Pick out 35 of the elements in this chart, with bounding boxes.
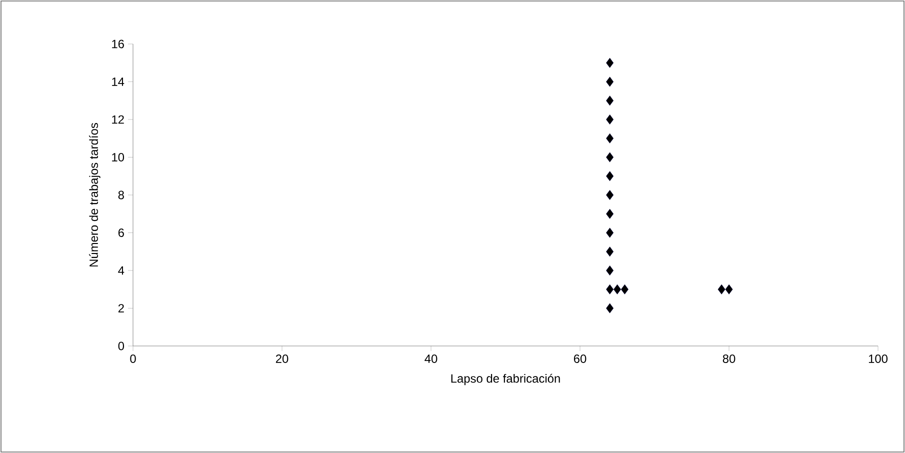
- point: [621, 284, 628, 294]
- x-axis-title: Lapso de fabricación: [451, 374, 560, 386]
- point: [606, 76, 614, 87]
- point: [606, 284, 614, 294]
- point: [606, 266, 614, 276]
- y-tick-label: 4: [118, 266, 124, 275]
- x-tick-label: 100: [868, 354, 888, 363]
- point: [725, 284, 733, 294]
- point: [606, 246, 614, 256]
- y-tick-label: 14: [112, 78, 124, 86]
- point: [606, 171, 614, 181]
- point: [606, 152, 614, 162]
- x-tick-label: 20: [276, 354, 288, 363]
- y-tick-label: 12: [112, 115, 124, 124]
- x-tick-label: 0: [130, 354, 136, 363]
- x-tick-label: 40: [424, 354, 438, 363]
- y-tick-label: 10: [112, 153, 124, 162]
- y-tick-label: 0: [118, 342, 124, 350]
- point: [718, 284, 726, 294]
- y-tick-label: 16: [112, 40, 124, 48]
- point: [606, 96, 614, 106]
- point: [606, 58, 614, 68]
- point: [606, 209, 614, 219]
- x-tick-label: 60: [574, 354, 586, 363]
- y-tick-label: 8: [118, 190, 124, 200]
- x-tick-label: 80: [722, 354, 736, 363]
- point: [606, 190, 614, 200]
- point: [606, 228, 614, 238]
- point: [606, 134, 614, 144]
- y-tick-label: 2: [118, 304, 124, 312]
- y-tick-label: 6: [118, 228, 124, 237]
- point: [606, 114, 614, 124]
- point: [606, 303, 614, 314]
- y-axis-title: Número de trabajos tardíos: [89, 123, 100, 266]
- point: [614, 284, 621, 294]
